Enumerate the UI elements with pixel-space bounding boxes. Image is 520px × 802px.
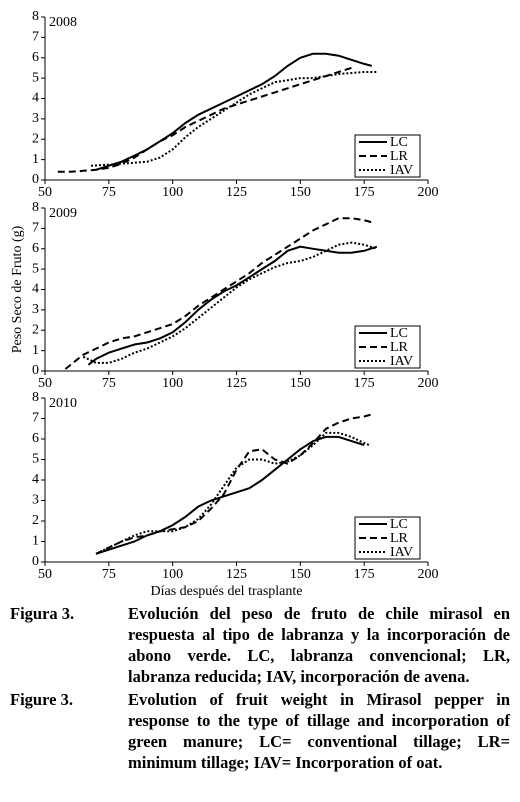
y-tick-label: 3 (32, 493, 39, 508)
x-tick-label: 75 (102, 567, 116, 582)
y-tick-label: 5 (32, 70, 39, 85)
legend-label: IAV (390, 354, 413, 369)
y-tick-label: 4 (32, 91, 39, 106)
caption: Figure 3. Evolution of fruit weight in M… (10, 689, 510, 773)
y-tick-label: 4 (32, 472, 39, 487)
legend-label: LC (390, 326, 408, 341)
y-tick-label: 4 (32, 282, 39, 297)
legend-label: LC (390, 135, 408, 150)
x-tick-label: 175 (354, 567, 375, 582)
y-tick-label: 0 (32, 172, 39, 187)
x-tick-label: 75 (102, 376, 116, 391)
data-line (95, 435, 365, 555)
captions: Figura 3. Evolución del peso de fruto de… (10, 603, 510, 775)
y-tick-label: 6 (32, 431, 39, 446)
x-tick-label: 50 (38, 185, 52, 200)
legend-label: LR (390, 340, 409, 355)
y-tick-label: 2 (32, 322, 39, 337)
x-tick-label: 150 (290, 567, 311, 582)
y-axis-label: Peso Seco de Fruto (g) (10, 225, 25, 353)
x-tick-label: 50 (38, 567, 52, 582)
data-line (95, 52, 373, 171)
data-line (95, 431, 370, 555)
caption-text: Evolution of fruit weight in Mirasol pep… (128, 690, 510, 772)
x-tick-label: 200 (418, 567, 439, 582)
legend-label: IAV (390, 545, 413, 560)
y-tick-label: 6 (32, 50, 39, 65)
caption-text: Evolución del peso de fruto de chile mir… (128, 604, 510, 686)
x-tick-label: 175 (354, 376, 375, 391)
data-line (57, 66, 352, 173)
y-tick-label: 8 (32, 390, 39, 405)
y-tick-label: 5 (32, 261, 39, 276)
data-line (87, 245, 378, 366)
y-tick-label: 8 (32, 9, 39, 24)
x-tick-label: 100 (162, 567, 183, 582)
x-tick-label: 100 (162, 376, 183, 391)
y-tick-label: 6 (32, 241, 39, 256)
x-tick-label: 75 (102, 185, 116, 200)
data-line (95, 413, 373, 555)
x-tick-label: 125 (226, 567, 247, 582)
panel-title: 2008 (49, 15, 77, 30)
y-tick-label: 8 (32, 200, 39, 215)
y-tick-label: 5 (32, 452, 39, 467)
y-tick-label: 3 (32, 302, 39, 317)
y-tick-label: 1 (32, 534, 39, 549)
x-tick-label: 200 (418, 185, 439, 200)
x-axis-label: Días después del trasplante (150, 584, 302, 599)
panel-title: 2009 (49, 206, 77, 221)
y-tick-label: 1 (32, 343, 39, 358)
x-tick-label: 175 (354, 185, 375, 200)
x-tick-label: 200 (418, 376, 439, 391)
legend-label: IAV (390, 163, 413, 178)
x-tick-label: 150 (290, 376, 311, 391)
y-tick-label: 7 (32, 411, 39, 426)
y-tick-label: 7 (32, 221, 39, 236)
y-tick-label: 2 (32, 513, 39, 528)
x-tick-label: 50 (38, 376, 52, 391)
panel-title: 2010 (49, 396, 77, 411)
data-line (90, 71, 377, 167)
legend-label: LR (390, 149, 409, 164)
y-tick-label: 2 (32, 131, 39, 146)
x-tick-label: 125 (226, 376, 247, 391)
y-tick-label: 0 (32, 363, 39, 378)
legend-label: LC (390, 517, 408, 532)
y-tick-label: 1 (32, 152, 39, 167)
legend-label: LR (390, 531, 409, 546)
y-tick-label: 3 (32, 111, 39, 126)
caption: Figura 3. Evolución del peso de fruto de… (10, 603, 510, 687)
caption-label: Figure 3. (10, 690, 73, 709)
x-tick-label: 100 (162, 185, 183, 200)
x-tick-label: 125 (226, 185, 247, 200)
y-tick-label: 7 (32, 30, 39, 45)
x-tick-label: 150 (290, 185, 311, 200)
caption-label: Figura 3. (10, 604, 75, 623)
data-line (64, 217, 373, 370)
data-line (82, 241, 378, 364)
y-tick-label: 0 (32, 554, 39, 569)
